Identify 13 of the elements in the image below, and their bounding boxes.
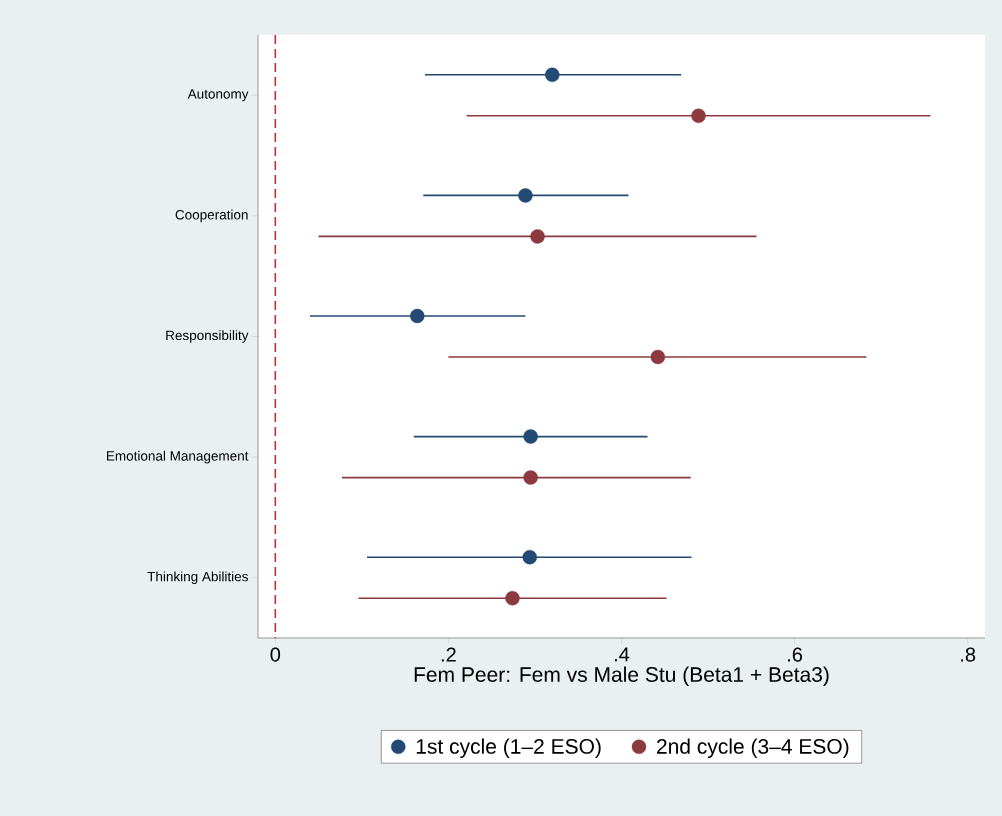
x-tick-label: .6 <box>788 647 803 662</box>
y-tick-label: Responsibility <box>166 330 249 343</box>
x-tick-label: .8 <box>961 647 976 662</box>
x-tick-label: .2 <box>441 647 456 662</box>
y-tick-label: Autonomy <box>187 89 249 102</box>
y-tick-label: Cooperation <box>175 209 248 223</box>
y-tick-label: Emotional Management <box>107 450 249 464</box>
x-axis-title: Fem Peer: Fem vs Male Stu (Beta1 + Beta3) <box>414 666 829 687</box>
x-tick-label: .4 <box>614 647 630 662</box>
y-tick-label: Thinking Abilities <box>147 571 248 584</box>
legend-label: 2nd cycle (3–4 ESO) <box>657 738 849 759</box>
x-tick-label: 0 <box>270 647 281 662</box>
legend-label: 1st cycle (1–2 ESO) <box>416 738 601 759</box>
